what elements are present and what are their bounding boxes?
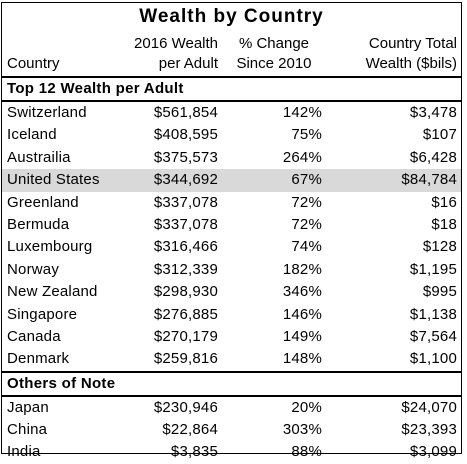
table-row: United States $344,692 67% $84,784 xyxy=(2,169,461,192)
wealth-table: Wealth by Country Country 2016 Wealth pe… xyxy=(1,2,462,460)
cell-change: 264% xyxy=(282,148,322,166)
cell-total: $7,564 xyxy=(409,327,457,345)
cell-change: 74% xyxy=(291,238,322,256)
header-wealth-per-adult: 2016 Wealth per Adult xyxy=(108,34,218,74)
cell-change: 67% xyxy=(291,171,322,189)
cell-change: 142% xyxy=(282,104,322,121)
cell-country: Canada xyxy=(7,327,61,345)
others-rows: Japan $230,946 20% $24,070 China $22,864 303% $… xyxy=(2,397,461,464)
cell-wealth: $316,466 xyxy=(153,238,218,256)
cell-wealth: $344,692 xyxy=(153,171,218,189)
cell-change: 20% xyxy=(291,398,322,416)
top12-rows: Switzerland $561,854 142% $3,478 Iceland $408… xyxy=(2,102,461,371)
header-country: Country xyxy=(7,55,60,72)
cell-country: India xyxy=(7,443,41,461)
cell-country: China xyxy=(7,421,48,439)
cell-total: $3,478 xyxy=(409,104,457,121)
header-total-line2: Wealth ($bils) xyxy=(365,55,457,72)
section-others: Others of Note xyxy=(2,370,461,397)
cell-country: United States xyxy=(7,171,100,189)
table-row: India $3,835 88% $3,099 xyxy=(2,441,461,463)
cell-country: New Zealand xyxy=(7,283,98,301)
cell-change: 303% xyxy=(282,421,322,439)
cell-wealth: $298,930 xyxy=(153,283,218,301)
cell-country: Greenland xyxy=(7,193,79,211)
cell-total: $24,070 xyxy=(401,398,457,416)
table-row: Japan $230,946 20% $24,070 xyxy=(2,397,461,419)
header-wealth-line2: per Adult xyxy=(158,55,218,72)
cell-total: $107 xyxy=(422,126,457,144)
cell-total: $18 xyxy=(431,215,457,233)
header-total-line1: Country Total xyxy=(368,35,457,52)
column-headers: Country 2016 Wealth per Adult % Change S… xyxy=(2,30,461,78)
table-title: Wealth by Country xyxy=(139,6,324,27)
header-change-line1: % Change xyxy=(238,35,310,52)
table-row: Bermuda $337,078 72% $18 xyxy=(2,214,461,236)
cell-total: $6,428 xyxy=(409,148,457,166)
cell-wealth: $561,854 xyxy=(153,104,218,121)
cell-wealth: $270,179 xyxy=(153,327,218,345)
table-row: Switzerland $561,854 142% $3,478 xyxy=(2,102,461,124)
cell-total: $16 xyxy=(431,193,457,211)
cell-country: Bermuda xyxy=(7,215,70,233)
cell-country: Switzerland xyxy=(7,104,87,121)
cell-total: $1,100 xyxy=(409,350,457,368)
cell-change: 146% xyxy=(282,305,322,323)
cell-country: Austrailia xyxy=(7,148,71,166)
header-percent-change: % Change Since 2010 xyxy=(226,34,322,74)
cell-total: $84,784 xyxy=(401,171,457,189)
table-row: New Zealand $298,930 346% $995 xyxy=(2,281,461,303)
cell-country: Iceland xyxy=(7,126,57,144)
cell-change: 149% xyxy=(282,327,322,345)
cell-wealth: $337,078 xyxy=(153,193,218,211)
cell-total: $23,393 xyxy=(401,421,457,439)
cell-wealth: $259,816 xyxy=(153,350,218,368)
cell-wealth: $22,864 xyxy=(162,421,218,439)
table-row: Greenland $337,078 72% $16 xyxy=(2,192,461,214)
cell-country: Luxembourg xyxy=(7,238,93,256)
cell-change: 72% xyxy=(291,193,322,211)
cell-wealth: $312,339 xyxy=(153,260,218,278)
cell-change: 346% xyxy=(282,283,322,301)
table-row: Luxembourg $316,466 74% $128 xyxy=(2,236,461,258)
cell-wealth: $276,885 xyxy=(153,305,218,323)
table-row: Denmark $259,816 148% $1,100 xyxy=(2,348,461,370)
cell-total: $1,138 xyxy=(409,305,457,323)
cell-change: 75% xyxy=(291,126,322,144)
cell-country: Japan xyxy=(7,398,49,416)
header-wealth-line1: 2016 Wealth xyxy=(134,35,218,52)
cell-change: 182% xyxy=(282,260,322,278)
cell-total: $128 xyxy=(422,238,457,256)
table-row: Iceland $408,595 75% $107 xyxy=(2,124,461,146)
cell-country: Singapore xyxy=(7,305,78,323)
cell-wealth: $375,573 xyxy=(153,148,218,166)
table-row: Singapore $276,885 146% $1,138 xyxy=(2,304,461,326)
header-total-wealth: Country Total Wealth ($bils) xyxy=(332,34,457,74)
cell-country: Denmark xyxy=(7,350,70,368)
header-change-line2: Since 2010 xyxy=(236,55,312,72)
cell-change: 88% xyxy=(291,443,322,461)
table-row: China $22,864 303% $23,393 xyxy=(2,419,461,441)
cell-total: $3,099 xyxy=(409,443,457,461)
cell-wealth: $3,835 xyxy=(170,443,218,461)
cell-country: Norway xyxy=(7,260,60,278)
cell-wealth: $337,078 xyxy=(153,215,218,233)
cell-total: $995 xyxy=(422,283,457,301)
cell-total: $1,195 xyxy=(409,260,457,278)
cell-wealth: $408,595 xyxy=(153,126,218,144)
cell-change: 72% xyxy=(291,215,322,233)
cell-wealth: $230,946 xyxy=(153,398,218,416)
table-row: Norway $312,339 182% $1,195 xyxy=(2,259,461,281)
table-row: Austrailia $375,573 264% $6,428 xyxy=(2,147,461,169)
table-row: Canada $270,179 149% $7,564 xyxy=(2,326,461,348)
cell-change: 148% xyxy=(282,350,322,368)
section-top12: Top 12 Wealth per Adult xyxy=(2,78,461,102)
